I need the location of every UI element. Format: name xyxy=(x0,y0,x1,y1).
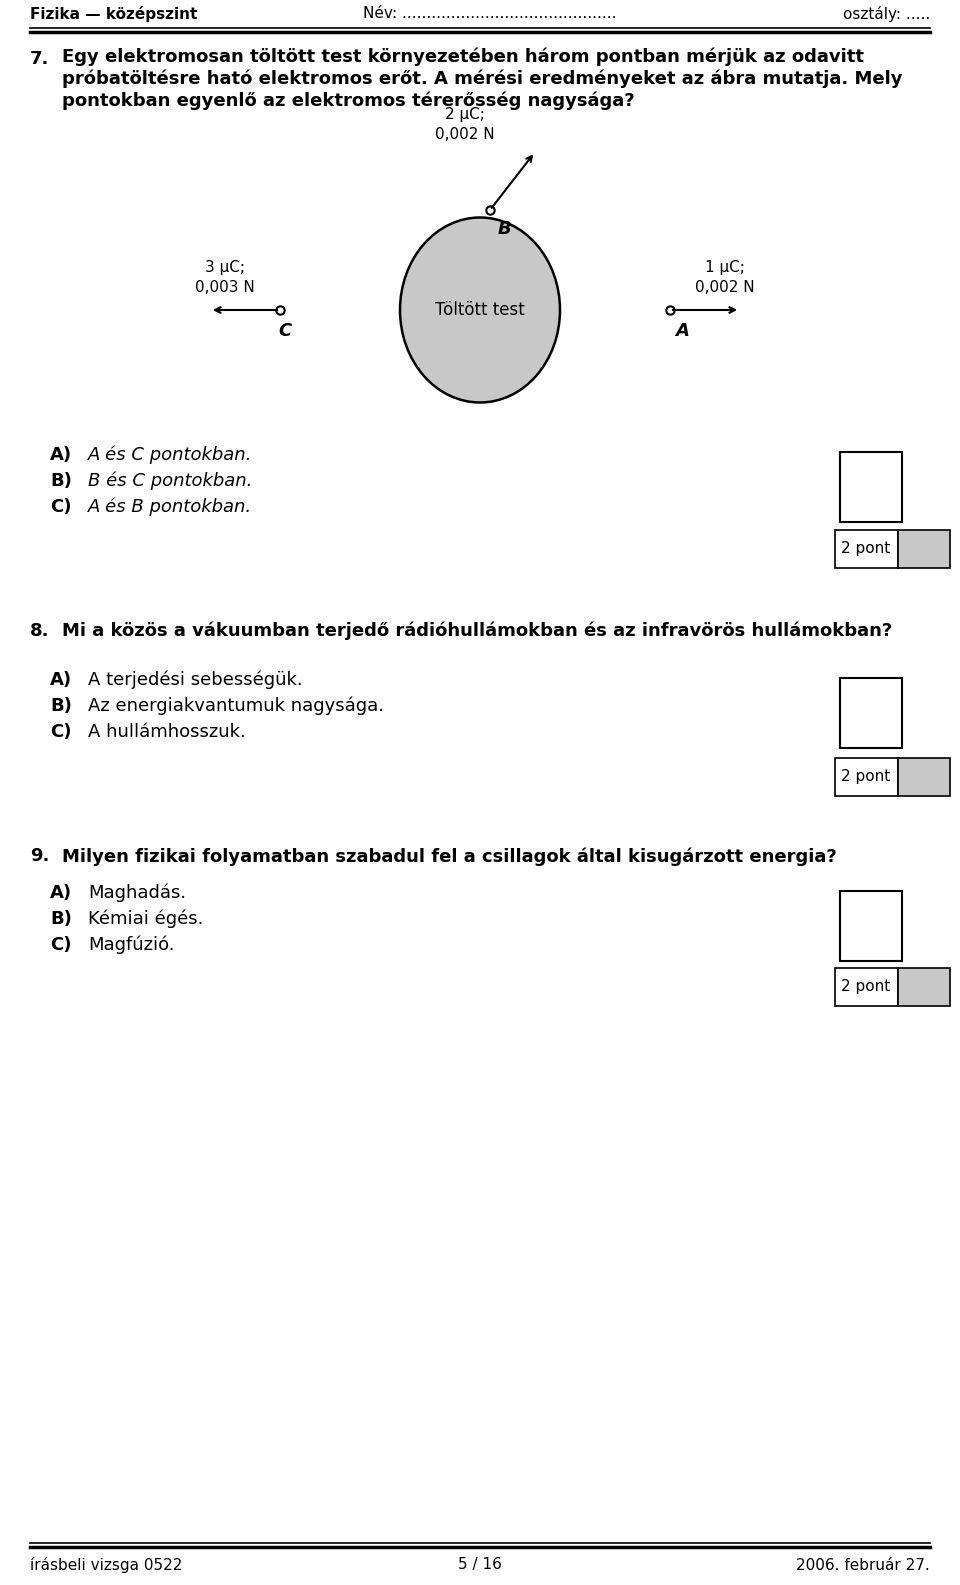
Text: A terjedési sebességük.: A terjedési sebességük. xyxy=(88,670,302,689)
Text: 8.: 8. xyxy=(30,621,50,640)
Text: próbatöltésre ható elektromos erőt. A mérési eredményeket az ábra mutatja. Mely: próbatöltésre ható elektromos erőt. A mé… xyxy=(62,70,902,89)
Text: A): A) xyxy=(50,884,72,902)
Text: C): C) xyxy=(50,723,71,742)
Bar xyxy=(835,758,899,796)
Bar xyxy=(840,678,902,748)
Text: C: C xyxy=(278,322,292,341)
Text: osztály: .....: osztály: ..... xyxy=(843,6,930,22)
Bar xyxy=(899,968,950,1006)
Bar xyxy=(835,968,899,1006)
Text: Magfúzió.: Magfúzió. xyxy=(88,935,175,954)
Text: 2006. február 27.: 2006. február 27. xyxy=(796,1558,930,1572)
Text: Név: ............................................: Név: ...................................… xyxy=(363,6,616,22)
Text: Mi a közös a vákuumban terjedő rádióhullámokban és az infravörös hullámokban?: Mi a közös a vákuumban terjedő rádióhull… xyxy=(62,621,892,640)
Text: B): B) xyxy=(50,697,72,715)
Text: B): B) xyxy=(50,472,72,490)
Text: A és C pontokban.: A és C pontokban. xyxy=(88,445,252,464)
Text: A és B pontokban.: A és B pontokban. xyxy=(88,498,252,517)
Text: Milyen fizikai folyamatban szabadul fel a csillagok által kisugárzott energia?: Milyen fizikai folyamatban szabadul fel … xyxy=(62,846,837,865)
Text: Maghadás.: Maghadás. xyxy=(88,884,186,902)
Bar xyxy=(899,758,950,796)
Text: 1 μC;
0,002 N: 1 μC; 0,002 N xyxy=(695,260,755,295)
Text: Kémiai égés.: Kémiai égés. xyxy=(88,910,204,929)
Text: A): A) xyxy=(50,445,72,464)
Text: Egy elektromosan töltött test környezetében három pontban mérjük az odavitt: Egy elektromosan töltött test környezeté… xyxy=(62,48,864,67)
Text: C): C) xyxy=(50,498,71,517)
Bar xyxy=(835,529,899,567)
Text: A: A xyxy=(675,322,689,341)
Text: Töltött test: Töltött test xyxy=(435,301,525,319)
Text: B: B xyxy=(498,220,512,238)
Text: Fizika — középszint: Fizika — középszint xyxy=(30,6,198,22)
Bar xyxy=(840,452,902,521)
Text: B és C pontokban.: B és C pontokban. xyxy=(88,472,252,490)
Bar xyxy=(840,891,902,961)
Text: A hullámhosszuk.: A hullámhosszuk. xyxy=(88,723,246,742)
Text: 3 μC;
0,003 N: 3 μC; 0,003 N xyxy=(195,260,254,295)
Text: 2 pont: 2 pont xyxy=(841,769,891,785)
Text: 2 pont: 2 pont xyxy=(841,542,891,556)
Text: 2 μC;
0,002 N: 2 μC; 0,002 N xyxy=(435,108,494,143)
Text: 7.: 7. xyxy=(30,51,49,68)
Text: A): A) xyxy=(50,670,72,689)
Bar xyxy=(899,529,950,567)
Text: 9.: 9. xyxy=(30,846,49,865)
Text: Az energiakvantumuk nagysága.: Az energiakvantumuk nagysága. xyxy=(88,697,384,715)
Text: C): C) xyxy=(50,937,71,954)
Text: 2 pont: 2 pont xyxy=(841,980,891,994)
Text: B): B) xyxy=(50,910,72,927)
Text: 5 / 16: 5 / 16 xyxy=(458,1558,502,1572)
Text: írásbeli vizsga 0522: írásbeli vizsga 0522 xyxy=(30,1556,182,1572)
Text: pontokban egyenlő az elektromos térerősség nagysága?: pontokban egyenlő az elektromos térerőss… xyxy=(62,92,635,111)
Ellipse shape xyxy=(400,217,560,403)
